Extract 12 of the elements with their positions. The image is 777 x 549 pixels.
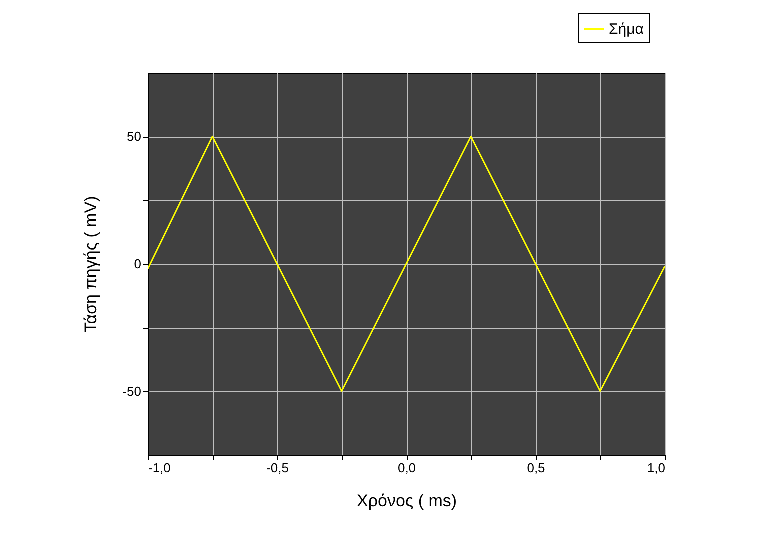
x-tick-label: 0,5 bbox=[527, 460, 546, 476]
x-axis-title: Χρόνος ( ms) bbox=[356, 492, 458, 510]
x-tick-label: 1,0 bbox=[647, 460, 666, 476]
y-axis-title: Τάση πηγής ( mV) bbox=[82, 196, 101, 333]
x-tick-label: -1,0 bbox=[148, 460, 171, 476]
x-tick-label: 0,0 bbox=[398, 460, 416, 476]
y-tick-label: 50 bbox=[127, 129, 142, 144]
y-tick-label: -50 bbox=[122, 384, 142, 399]
line-series bbox=[148, 136, 665, 392]
legend-label: Σήμα bbox=[609, 21, 644, 38]
x-tick-label: -0,5 bbox=[266, 460, 289, 476]
y-tick-label: 0 bbox=[134, 256, 142, 272]
